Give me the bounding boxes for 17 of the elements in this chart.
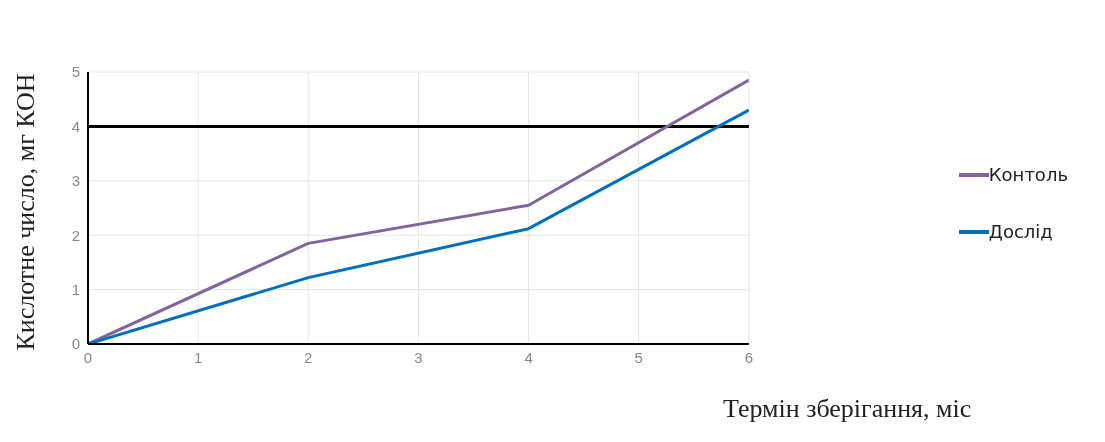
- x-tick-label: 6: [744, 348, 753, 366]
- y-axis-title: Кислотне число, мг КОН: [11, 73, 41, 351]
- x-tick-label: 4: [524, 348, 533, 366]
- x-tick-label: 3: [414, 348, 423, 366]
- y-tick-label: 2: [71, 226, 80, 244]
- legend-label: Дослід: [988, 221, 1053, 242]
- y-tick-label: 1: [71, 280, 80, 298]
- x-tick-label: 1: [193, 348, 203, 366]
- y-tick-label: 3: [71, 172, 80, 190]
- legend-label: Контоль: [988, 164, 1068, 185]
- x-tick-label: 0: [83, 348, 93, 366]
- y-tick-label: 4: [71, 117, 80, 135]
- y-tick-label: 5: [71, 63, 80, 81]
- y-tick-label: 0: [71, 335, 80, 353]
- x-tick-label: 2: [304, 348, 313, 366]
- x-axis-title: Термін зберігання, міс: [723, 394, 972, 424]
- x-tick-label: 5: [634, 348, 643, 366]
